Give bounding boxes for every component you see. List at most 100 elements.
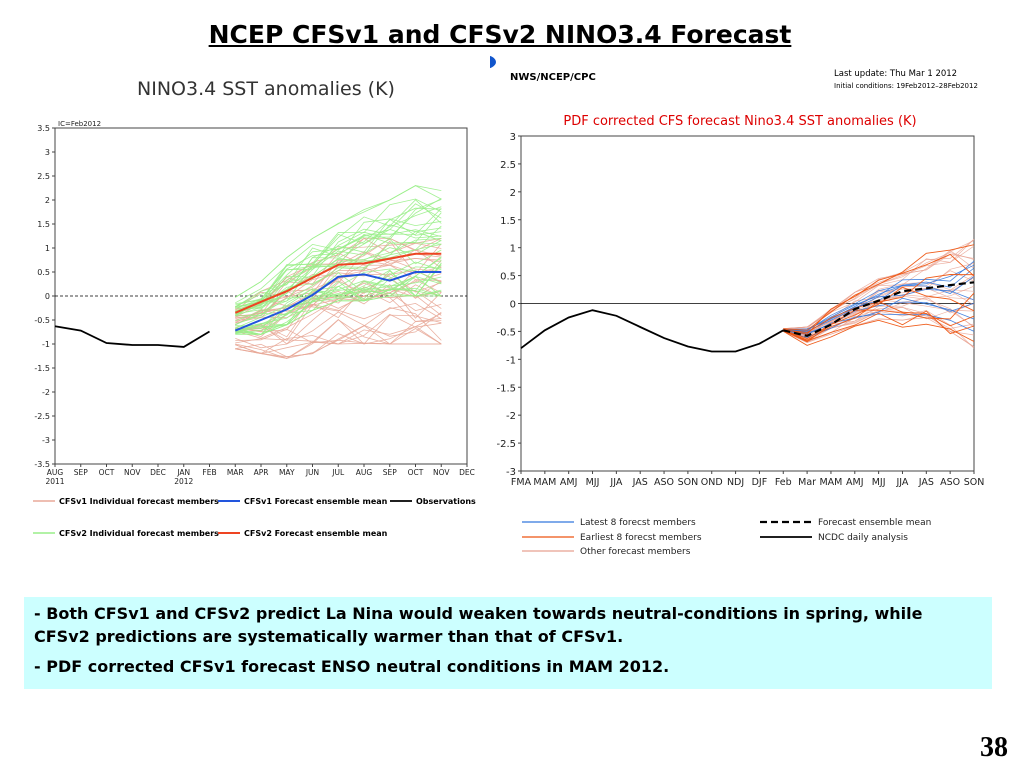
x-tick-label: JAS [918,477,934,488]
cfsv2-member-line [235,259,442,332]
legend-label: Latest 8 forecst members [580,518,696,528]
x-tick-label: SON [678,477,699,488]
cfsv2-member-line [235,218,442,307]
earliest-member-line [783,274,975,333]
y-tick-label: -2 [42,388,50,397]
y-tick-label: -3 [506,467,516,478]
observations-line [54,325,210,348]
y-tick-label: -3 [42,436,50,445]
legend-label: Forecast ensemble mean [818,518,931,528]
pdf-corrected-svg: NWS/NCEP/CPC Last update: Thu Mar 1 2012 I… [472,55,984,557]
earliest-member-line [783,253,975,335]
y-tick-label: -1.5 [34,364,50,373]
x-tick-label: FEB [202,468,216,477]
cfsv2-member-line [235,228,442,312]
x-tick-label: MAR [227,468,244,477]
cfsv2-member-line [235,257,442,325]
y-tick-label: 2.5 [37,172,50,181]
ensemble-mean-line [783,281,975,338]
cfsv2-mean-line [234,252,442,314]
latest-member-line [783,301,975,334]
ncdc-analysis-line [520,309,784,353]
x-tick-label: ASO [940,477,960,488]
initial-conditions: Initial conditions: 19Feb2012–28Feb2012 [834,82,978,90]
x-tick-label: SEP [74,468,88,477]
x-tick-label: MJJ [586,477,600,488]
x-tick-label: OND [701,477,723,488]
cfsv2-member-line [235,256,442,329]
y-tick-label: -1 [506,355,516,366]
legend-label: CFSv1 Forecast ensemble mean [244,497,388,506]
y-tick-label: 0 [510,300,516,311]
summary-bullet-2: - PDF corrected CFSv1 forecast ENSO neut… [34,657,670,676]
cfsv2-member-line [235,266,442,332]
cfsv1-member-line [235,339,442,359]
cfsv2-member-line [235,198,442,304]
x-tick-label: Feb [775,477,792,488]
page-number: 38 [980,732,1008,763]
cfsv1-member-line [235,279,442,332]
summary-bullet-1: - Both CFSv1 and CFSv2 predict La Nina w… [34,604,923,646]
x-tick-label: APR [254,468,269,477]
x-tick-label: FMA [511,477,532,488]
x-tick-label: JAN [176,468,190,477]
cfsv2-member-line [235,238,442,316]
y-tick-label: 0.5 [500,272,516,283]
cfs-forecast-svg: NINO3.4 SST anomalies (K) IC=Feb2012 3.5 3 2… [33,78,476,538]
x-tick-label: DEC [459,468,475,477]
cfsv1-mean-line [234,271,442,332]
ic-annotation: IC=Feb2012 [58,120,101,128]
earliest-member-line [783,310,975,342]
legend-label: CFSv2 Individual forecast members [59,529,219,538]
cfsv1-member-line [235,273,442,326]
y-tick-label: 2 [45,196,50,205]
cfsv1-member-line [235,314,442,355]
earliest-member-line [783,286,975,340]
legend-label: Other forecast members [580,547,691,557]
y-tick-label: 2 [510,188,516,199]
x-tick-label: MAM [533,477,556,488]
y-tick-label: -0.5 [496,327,516,338]
x-year-label: 2012 [174,477,193,486]
cfsv1-member-line [235,302,442,342]
x-tick-label: OCT [408,468,424,477]
x-tick-label: AMJ [560,477,578,488]
x-tick-label: SEP [383,468,397,477]
x-tick-label: NDJ [727,477,744,488]
x-tick-label: NOV [124,468,141,477]
cfsv2-member-line [235,199,442,304]
pdf-corrected-forecast-chart: NWS/NCEP/CPC Last update: Thu Mar 1 2012 I… [472,55,995,565]
y-tick-label: 1.5 [500,216,516,227]
x-tick-label: AUG [47,468,64,477]
cfsv2-member-line [235,198,442,309]
y-tick-label: -2 [506,411,516,422]
legend-label: Observations [416,497,476,506]
legend-label: NCDC daily analysis [818,533,908,543]
cfsv2-member-line [235,276,442,327]
x-year-label: 2011 [45,477,64,486]
y-tick-label: -1 [42,340,50,349]
cfsv2-member-line [235,231,442,315]
y-tick-label: 1.5 [37,220,50,229]
slide-title: NCEP CFSv1 and CFSv2 NINO3.4 Forecast [208,20,792,49]
latest-member-line [783,297,975,336]
noaa-logo-icon [472,55,496,69]
cfsv2-member-line [235,203,442,308]
x-tick-label: JUL [331,468,345,477]
last-update: Last update: Thu Mar 1 2012 [834,69,957,79]
chart-title: NINO3.4 SST anomalies (K) [137,78,395,100]
x-tick-label: JUN [305,468,319,477]
x-tick-label: Mar [798,477,816,488]
earliest-member-line [783,244,975,331]
y-tick-label: 3 [510,132,516,143]
agency-header: NWS/NCEP/CPC [510,72,596,83]
y-tick-label: 1 [45,244,50,253]
legend-label: CFSv1 Individual forecast members [59,497,219,506]
earliest-member-line [783,319,975,346]
x-tick-label: JJA [609,477,622,488]
x-tick-label: NOV [433,468,450,477]
y-tick-label: -1.5 [496,383,516,394]
legend-label: Earliest 8 forecst members [580,533,702,543]
x-tick-label: MAM [819,477,842,488]
x-tick-label: JAS [632,477,648,488]
